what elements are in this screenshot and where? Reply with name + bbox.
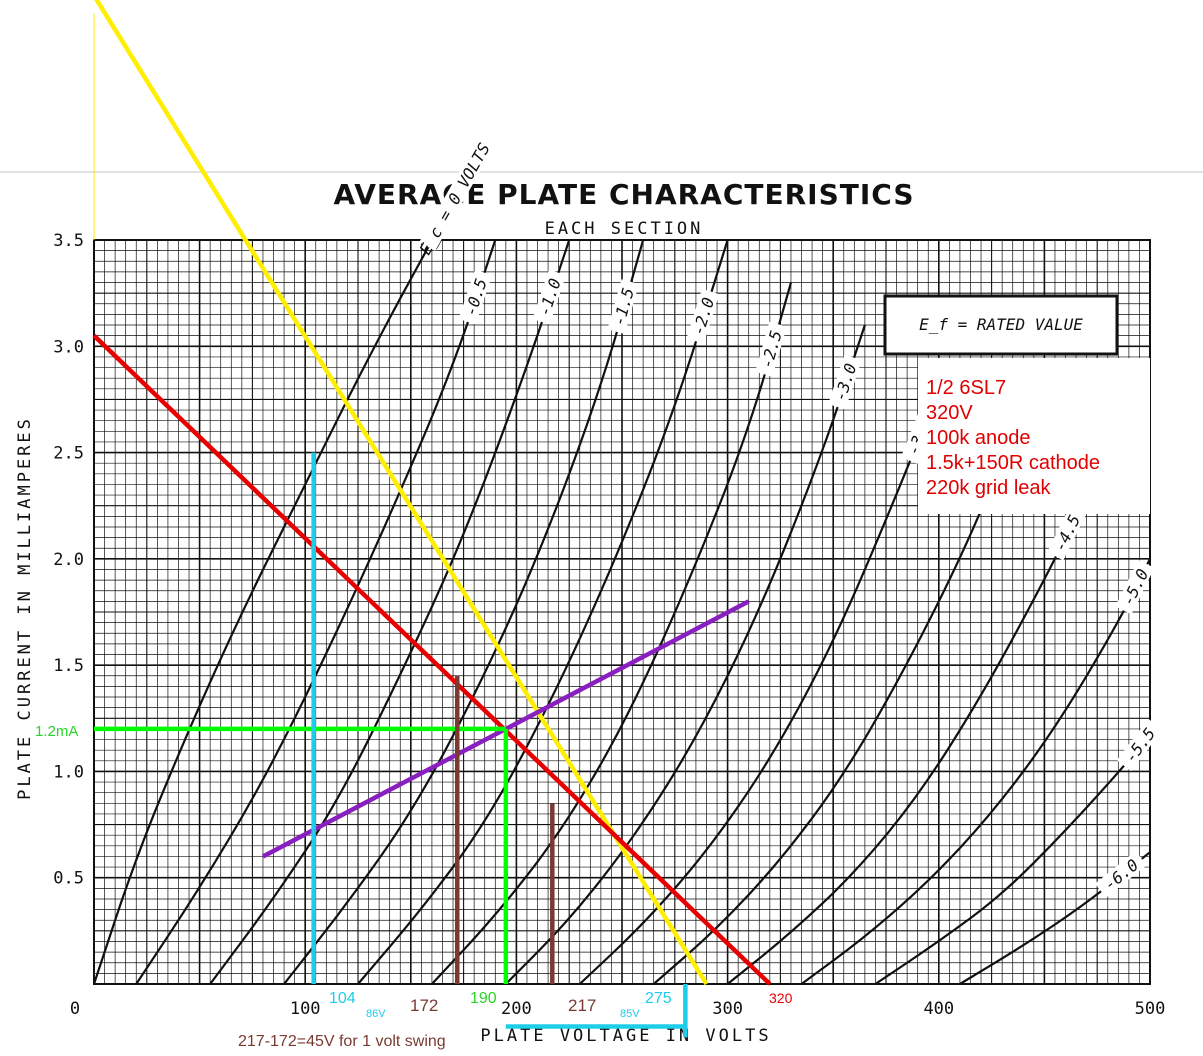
grid-curve: [579, 388, 940, 985]
overlay-line: [94, 0, 709, 986]
annotation-104: 104: [329, 990, 356, 1007]
curve-label-bg: [1115, 559, 1155, 615]
info-line-cathode: 1.5k+150R cathode: [926, 452, 1101, 474]
x-tick-label: 200: [501, 999, 532, 1019]
x-tick-label: 0: [70, 999, 80, 1019]
curve-label-bg: [532, 269, 566, 325]
annotation-current: 1.2mA: [35, 723, 78, 740]
x-tick-label: 300: [712, 999, 743, 1019]
curve-label-bg: [828, 354, 862, 410]
y-tick-label: 2.0: [53, 550, 84, 570]
y-tick-label: 0.5: [53, 869, 84, 889]
y-tick-label: 1.5: [53, 656, 84, 676]
curve-label-bg: [607, 279, 639, 335]
info-line-supply: 320V: [926, 402, 973, 424]
x-tick-label: 400: [923, 999, 954, 1019]
grid-curve: [357, 239, 729, 985]
annotation-85v: 85V: [620, 1008, 640, 1020]
annotation-275: 275: [645, 990, 672, 1007]
y-tick-labels: 0.5 1.0 1.5 2.0 2.5 3.0 3.5: [53, 231, 84, 889]
y-tick-label: 2.5: [53, 444, 84, 464]
y-tick-label: 3.0: [53, 337, 84, 357]
x-tick-label: 100: [290, 999, 321, 1019]
y-tick-label: 3.5: [53, 231, 84, 251]
grid-curve: [92, 165, 476, 985]
info-line-anode: 100k anode: [926, 427, 1031, 449]
annotation-172: 172: [410, 996, 438, 1015]
overlay-line: [92, 334, 772, 986]
circuit-info-box: 1/2 6SL7 320V 100k anode 1.5k+150R catho…: [918, 358, 1150, 514]
curve-label-bg: [458, 269, 493, 325]
grid-curves: [92, 165, 1151, 985]
grid-curve: [652, 430, 1014, 985]
annotation-217: 217: [568, 996, 596, 1015]
y-axis-label: PLATE CURRENT IN MILLIAMPERES: [15, 416, 35, 800]
grid-curve: [800, 558, 1151, 985]
annotation-swing: 217-172=45V for 1 volt swing: [238, 1033, 446, 1050]
ef-legend-box: E_f = RATED VALUE: [883, 294, 1119, 356]
grid-curve: [874, 732, 1151, 985]
curve-label-bg: [419, 146, 490, 251]
x-axis-label: PLATE VOLTAGE IN VOLTS: [480, 1026, 771, 1046]
curve-label-bg: [1094, 851, 1147, 898]
annotation-190: 190: [470, 990, 497, 1007]
grid-curve: [726, 494, 1088, 985]
ef-legend-text: E_f = RATED VALUE: [919, 315, 1083, 334]
curve-label-bg: [755, 321, 787, 377]
chart-title: AVERAGE PLATE CHARACTERISTICS: [333, 178, 914, 211]
curve-label-bg: [686, 288, 720, 344]
load-line-overlays: [92, 0, 772, 1038]
info-line-grid-leak: 220k grid leak: [926, 477, 1051, 499]
x-tick-labels: 0 100 200 300 400 500: [70, 999, 1165, 1019]
annotation-320: 320: [769, 990, 793, 1006]
curve-label-bg: [1116, 718, 1163, 772]
grid-curve: [431, 282, 793, 985]
grid-curve: [959, 851, 1151, 985]
grid-curve: [209, 239, 571, 985]
info-line-tube: 1/2 6SL7: [926, 377, 1007, 399]
curve-label-bg: [1047, 505, 1087, 561]
annotation-86v: 86V: [366, 1008, 386, 1020]
chart-subtitle: EACH SECTION: [545, 219, 704, 239]
y-tick-label: 1.0: [53, 762, 84, 782]
x-tick-label: 500: [1135, 999, 1166, 1019]
